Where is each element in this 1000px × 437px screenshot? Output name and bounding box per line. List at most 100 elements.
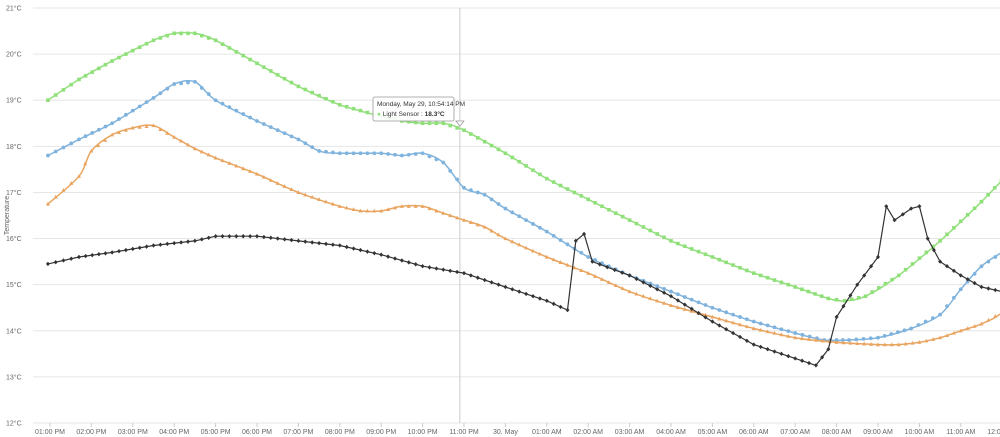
data-point [545,176,549,181]
data-point [310,240,315,245]
data-point [331,150,335,155]
data-point [779,332,784,337]
data-point [751,326,756,331]
data-point [420,151,425,156]
data-point [772,330,777,335]
data-point [337,204,342,208]
data-point [151,243,156,248]
data-point [731,320,736,325]
x-tick-label: 11:00 AM [946,429,975,436]
data-point [572,265,577,270]
data-point [903,267,908,272]
data-point [379,151,384,156]
data-point [69,82,74,87]
data-point [917,204,922,209]
data-point [786,353,791,359]
data-point [45,201,50,206]
data-point [144,100,149,105]
data-point [738,315,742,319]
data-point [303,192,308,197]
data-point [600,204,604,209]
data-point [213,155,218,160]
data-point [434,121,439,126]
data-point [819,294,824,298]
data-point [275,236,280,241]
data-point [675,298,680,303]
data-point [358,108,363,113]
data-point [158,242,163,247]
data-point [130,246,135,252]
data-point [772,325,777,330]
data-point [510,155,515,160]
data-point [165,33,170,38]
data-point [862,341,867,346]
data-point [524,164,528,168]
data-point [199,237,204,242]
data-point [206,235,211,240]
data-point [393,152,397,157]
data-point [462,185,466,190]
data-point [358,151,363,156]
x-tick-label: 01:00 AM [532,429,562,436]
data-point [117,117,121,121]
data-point [45,261,50,267]
data-point [648,296,653,301]
data-point [593,258,597,262]
data-point [469,132,473,136]
data-point [892,217,897,223]
data-point [579,194,584,198]
data-point [531,222,535,226]
data-point [840,338,845,342]
data-point [179,31,183,36]
data-point [703,252,708,257]
data-point [676,241,680,246]
tooltip-value: 18.3°C [425,110,445,118]
data-point [489,197,494,202]
data-point [193,31,197,36]
data-point [689,247,694,251]
data-point [144,244,149,249]
data-point [862,273,867,278]
data-point [400,153,404,158]
data-point [61,88,66,92]
data-point [910,262,915,266]
data-point [634,291,639,296]
data-point [227,46,232,50]
data-point [282,131,287,136]
data-point [731,312,735,317]
data-point [351,246,356,251]
data-point [834,338,839,342]
tooltip-separator: : [421,111,423,118]
data-point [579,250,584,255]
data-point [930,316,935,320]
x-tick-label: 08:00 AM [822,429,852,436]
data-point [268,235,273,240]
data-point [76,174,81,178]
data-point [531,293,535,299]
data-point [607,207,611,212]
data-point [455,269,460,275]
series-line [47,124,1000,346]
data-point [800,358,805,363]
data-point [662,300,667,305]
data-point [172,31,176,36]
data-point [751,319,756,324]
data-point [275,181,280,185]
data-point [896,342,901,347]
data-point [186,239,190,244]
data-point [310,194,315,199]
data-point [820,338,825,343]
data-point [324,149,328,154]
data-point [717,316,722,321]
data-point [213,38,218,43]
x-tick-label: 06:00 PM [242,429,272,436]
data-point [952,225,956,230]
data-point [103,62,108,67]
data-point [338,103,342,107]
data-point [220,42,225,46]
data-point [282,76,287,81]
data-point [413,120,418,125]
data-point [420,264,425,269]
data-point [800,332,805,337]
